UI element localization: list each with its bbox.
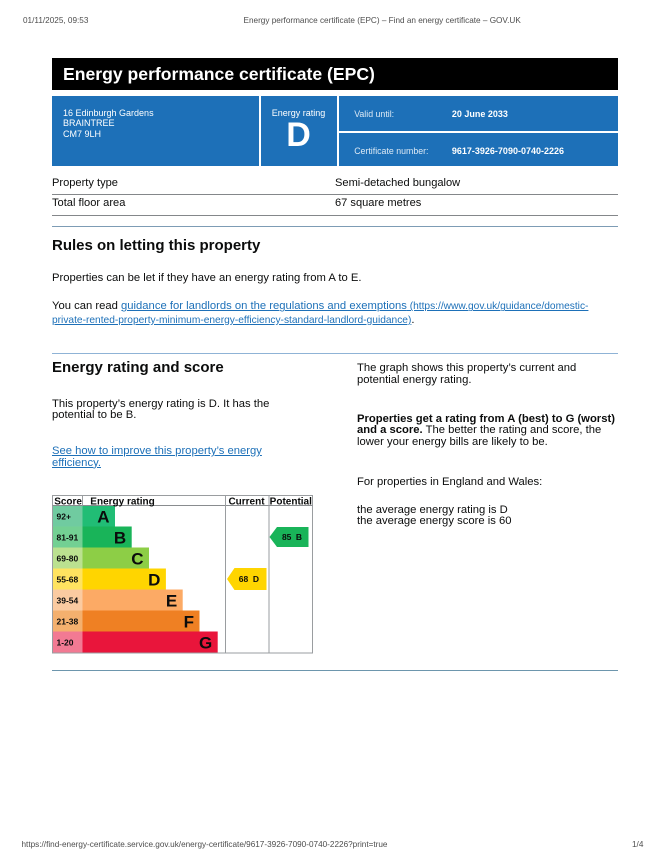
svg-text:B: B <box>114 528 126 547</box>
svg-text:21-38: 21-38 <box>57 617 79 627</box>
svg-text:D: D <box>148 570 160 589</box>
svg-text:B: B <box>296 532 302 542</box>
svg-text:Potential: Potential <box>270 496 312 507</box>
svg-text:1-20: 1-20 <box>57 638 74 648</box>
svg-text:85: 85 <box>282 532 292 542</box>
svg-text:69-80: 69-80 <box>57 554 79 564</box>
svg-text:92+: 92+ <box>57 512 71 522</box>
svg-text:Current: Current <box>228 496 265 507</box>
svg-text:55-68: 55-68 <box>57 575 79 585</box>
svg-text:E: E <box>166 591 177 610</box>
svg-text:Energy rating: Energy rating <box>90 496 154 507</box>
svg-text:39-54: 39-54 <box>57 596 79 606</box>
svg-text:C: C <box>131 549 143 568</box>
svg-text:A: A <box>97 507 109 526</box>
svg-text:F: F <box>184 612 194 631</box>
svg-text:D: D <box>253 574 259 584</box>
svg-text:68: 68 <box>239 574 249 584</box>
svg-text:Score: Score <box>54 496 82 507</box>
svg-text:G: G <box>199 633 212 652</box>
svg-text:81-91: 81-91 <box>57 533 79 543</box>
